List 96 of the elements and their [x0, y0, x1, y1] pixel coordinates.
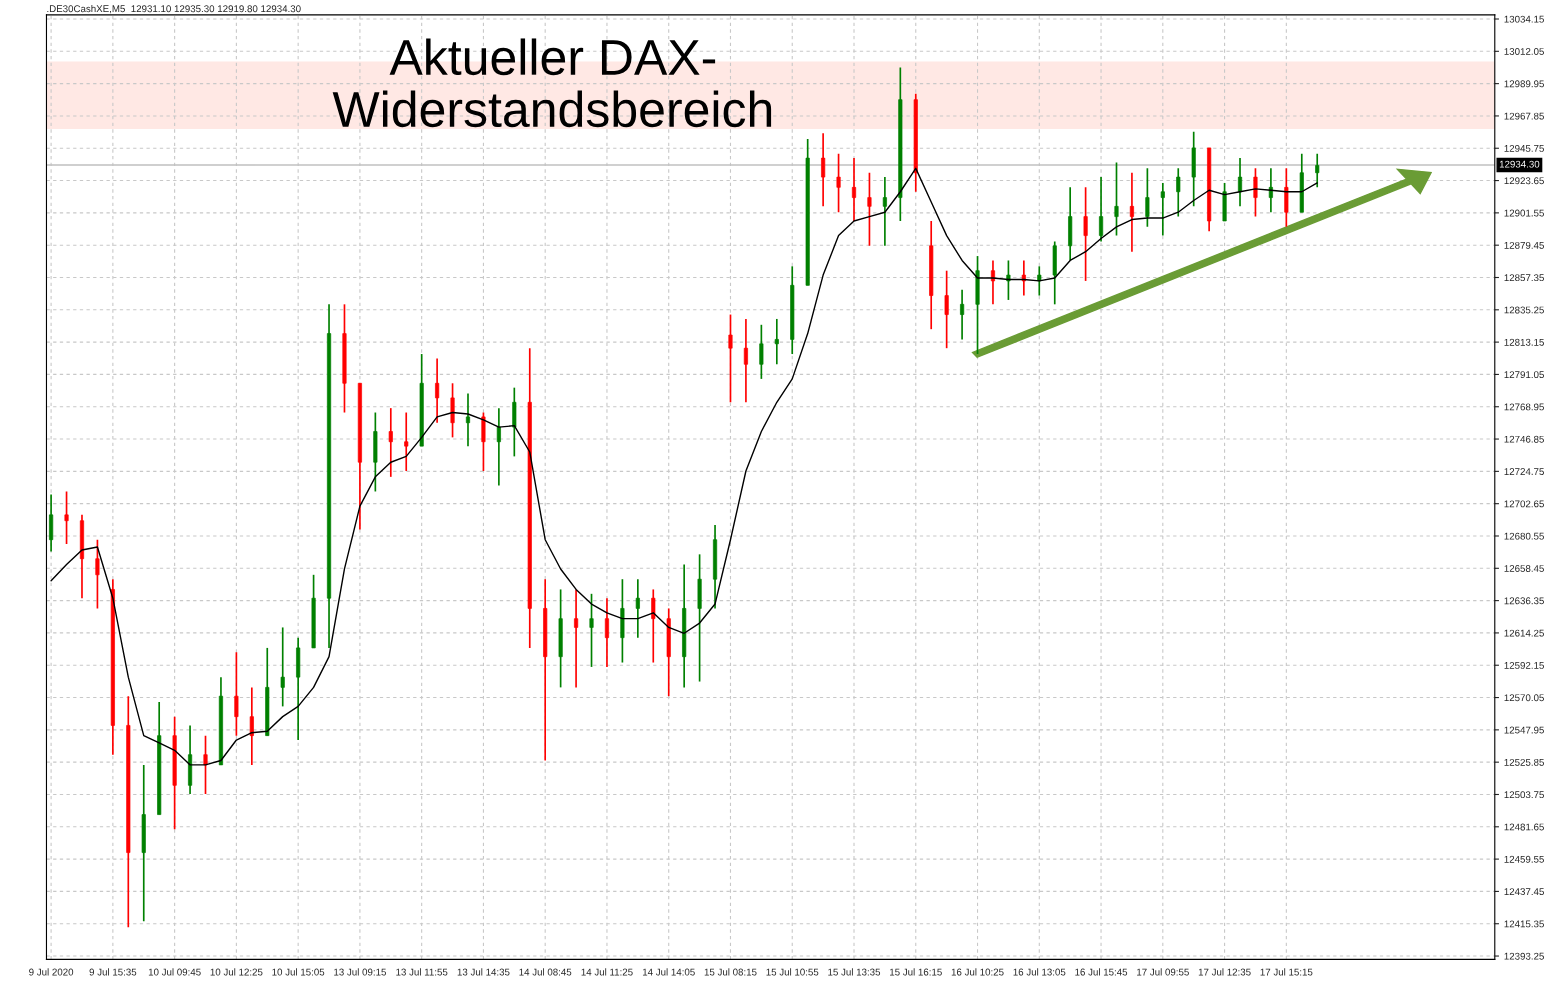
y-tick-label: 12525.85: [1504, 758, 1544, 766]
candlestick: [203, 734, 208, 795]
candlestick: [1160, 182, 1165, 237]
y-tick-label: 12680.55: [1504, 532, 1544, 540]
y-tick-label: 12746.85: [1504, 435, 1544, 443]
candlestick: [435, 357, 440, 424]
candlestick: [496, 407, 501, 487]
x-tick-label: 17 Jul 15:15: [1260, 968, 1313, 976]
candlestick: [1253, 167, 1258, 218]
y-tick-label: 12879.45: [1504, 241, 1544, 249]
candlestick: [990, 259, 996, 306]
x-tick-label: 10 Jul 15:05: [272, 968, 325, 976]
x-tick-label: 16 Jul 10:25: [951, 968, 1004, 976]
candlestick: [604, 597, 610, 668]
x-tick-label: 9 Jul 2020: [29, 968, 74, 976]
x-tick-label: 10 Jul 12:25: [210, 968, 263, 976]
candlestick: [867, 171, 872, 247]
candlestick: [64, 490, 69, 545]
x-tick-label: 14 Jul 11:25: [581, 968, 633, 976]
candlestick: [882, 176, 887, 247]
candlestick: [1114, 161, 1119, 237]
y-tick-label: 12989.95: [1504, 80, 1544, 88]
x-tick-label: 15 Jul 16:15: [890, 968, 942, 976]
line-series: [50, 167, 1318, 766]
candlestick: [743, 318, 748, 404]
y-tick-label: 12570.05: [1504, 694, 1544, 702]
candlestick: [1099, 176, 1104, 243]
candlestick: [960, 288, 965, 341]
y-tick-label: 12636.35: [1504, 597, 1544, 605]
x-tick-label: 9 Jul 15:35: [89, 968, 137, 976]
y-tick-label: 12857.35: [1504, 274, 1544, 282]
candlestick: [404, 411, 409, 472]
candlestick: [1037, 265, 1042, 297]
candlestick: [1176, 167, 1181, 218]
y-tick-label: 12724.75: [1504, 468, 1544, 475]
x-tick-label: 13 Jul 09:15: [334, 968, 386, 976]
y-tick-label: 12547.95: [1504, 726, 1544, 734]
x-tick-label: 15 Jul 13:35: [828, 968, 881, 976]
y-tick-label: 12702.65: [1504, 500, 1544, 508]
y-tick-label: 13012.05: [1504, 48, 1544, 55]
x-tick-label: 16 Jul 15:45: [1075, 968, 1128, 976]
x-tick-label: 17 Jul 12:35: [1198, 968, 1251, 976]
y-tick-label: 12945.75: [1504, 144, 1544, 152]
x-tick-label: 10 Jul 09:45: [148, 968, 201, 976]
candlestick: [574, 588, 579, 689]
x-tick-label: 16 Jul 13:05: [1013, 968, 1066, 976]
y-tick-label: 12393.25: [1504, 952, 1544, 960]
candlestick: [465, 392, 471, 447]
candlestick: [836, 152, 841, 214]
candlestick: [1129, 171, 1134, 253]
y-tick-label: 12967.85: [1504, 112, 1544, 120]
candlestick: [234, 651, 239, 737]
ref-line-label: 12934.30: [1499, 160, 1540, 168]
chart-title: .DE30CashXE,M5 12931.10 12935.30 12919.80 12934.30: [47, 5, 301, 14]
y-tick-label: 12835.25: [1504, 306, 1544, 314]
y-tick-label: 12658.45: [1504, 565, 1544, 572]
x-tick-label: 15 Jul 10:55: [766, 968, 819, 976]
candlestick: [774, 318, 779, 366]
x-tick-label: 13 Jul 11:55: [396, 968, 448, 976]
y-tick-label: 12813.15: [1504, 338, 1544, 346]
y-tick-label: 12901.55: [1504, 209, 1544, 217]
annotation: Aktueller DAX- Widerstandsbereich: [332, 38, 772, 128]
candlestick: [651, 588, 656, 664]
candlestick: [944, 269, 949, 350]
y-tick-label: 12503.75: [1504, 791, 1544, 799]
y-tick-label: 12481.65: [1504, 823, 1544, 831]
y-tick-label: 12459.55: [1504, 855, 1544, 863]
y-tick-label: 12592.15: [1504, 661, 1544, 669]
candlestick: [821, 132, 826, 208]
y-tick-label: 12415.35: [1504, 920, 1544, 928]
candlestick: [388, 407, 393, 478]
candlestick: [1145, 167, 1150, 228]
y-tick-label: 13034.15: [1504, 15, 1544, 23]
candlestick: [1021, 259, 1026, 297]
y-tick-label: 12768.95: [1504, 403, 1544, 411]
candlestick: [759, 323, 764, 380]
candlestick: [1237, 157, 1243, 208]
candlestick: [635, 578, 640, 639]
candlestick: [589, 592, 594, 668]
candlestick: [280, 626, 285, 708]
candlestick: [728, 313, 733, 404]
x-tick-label: 14 Jul 08:45: [519, 968, 572, 976]
candlestick: [1006, 259, 1011, 301]
x-tick-label: 17 Jul 09:55: [1137, 968, 1189, 976]
candlestick: [1315, 152, 1320, 189]
x-tick-label: 15 Jul 08:15: [704, 968, 757, 976]
candlestick: [1083, 186, 1088, 282]
candlestick: [249, 686, 254, 766]
y-tick-label: 12923.65: [1504, 177, 1544, 185]
y-tick-label: 12791.05: [1504, 371, 1544, 379]
candlestick: [95, 538, 100, 610]
y-tick-label: 12614.25: [1504, 629, 1544, 637]
x-tick-label: 13 Jul 14:35: [457, 968, 510, 976]
y-tick-label: 12437.45: [1504, 888, 1544, 896]
candlestick: [851, 157, 857, 222]
x-tick-label: 14 Jul 14:05: [642, 968, 695, 976]
